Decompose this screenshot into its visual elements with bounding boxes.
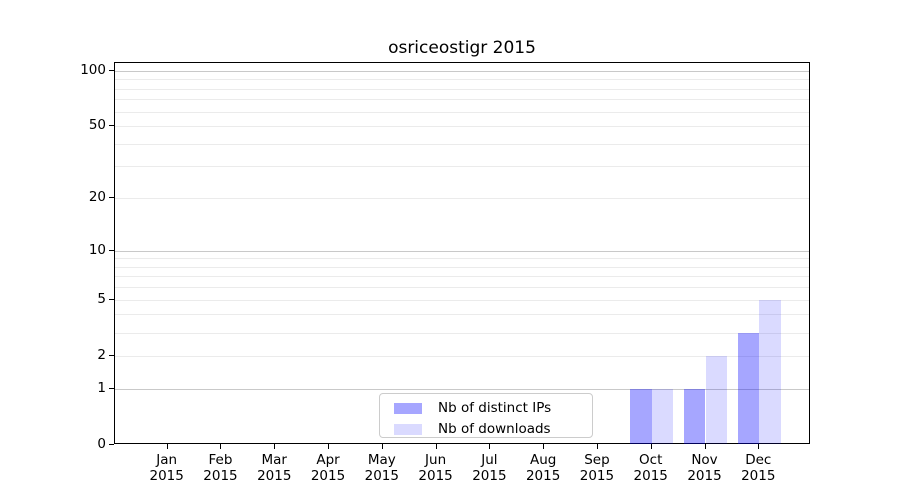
y-gridline-minor [115, 314, 809, 316]
y-gridline-minor [115, 276, 809, 278]
x-tick-label: Dec 2015 [741, 452, 776, 484]
bar-downloads [705, 355, 728, 444]
y-tick-mark [109, 387, 114, 389]
y-gridline-minor [115, 99, 809, 101]
y-tick-label: 1 [97, 379, 106, 396]
y-tick-label: 5 [97, 290, 106, 307]
x-tick-label: Feb 2015 [203, 452, 238, 484]
legend-label-distinct-ips: Nb of distinct IPs [438, 400, 552, 416]
x-tick-label: Jun 2015 [418, 452, 453, 484]
bar-downloads [759, 299, 781, 444]
bar-downloads [651, 388, 674, 444]
y-gridline-minor [115, 266, 809, 268]
y-tick-mark [109, 354, 114, 356]
x-tick-mark [704, 444, 706, 449]
x-tick-mark [381, 444, 383, 449]
y-tick-mark [109, 69, 114, 71]
x-tick-label: Oct 2015 [633, 452, 668, 484]
y-gridline-major [115, 388, 809, 390]
x-tick-label: Jan 2015 [149, 452, 184, 484]
x-tick-mark [166, 444, 168, 449]
bar-distinct-ips [737, 332, 760, 444]
y-gridline-minor [115, 287, 809, 289]
x-tick-label: Aug 2015 [525, 452, 561, 484]
y-tick-mark [109, 444, 114, 445]
y-gridline-minor [115, 143, 809, 145]
x-tick-label: Jul 2015 [472, 452, 507, 484]
legend: Nb of distinct IPs Nb of downloads [379, 393, 593, 438]
y-tick-label: 20 [88, 189, 106, 206]
y-tick-label: 2 [97, 346, 106, 363]
bar-distinct-ips [683, 388, 706, 444]
y-gridline-minor [115, 299, 809, 301]
y-gridline-minor [115, 332, 809, 334]
x-tick-mark [543, 444, 545, 449]
y-gridline-minor [115, 126, 809, 128]
y-gridline-minor [115, 198, 809, 200]
x-tick-mark [489, 444, 491, 449]
legend-label-downloads: Nb of downloads [438, 421, 551, 437]
y-gridline-minor [115, 79, 809, 81]
x-tick-label: Mar 2015 [257, 452, 292, 484]
chart-title: osriceostigr 2015 [388, 38, 536, 58]
y-tick-label: 0 [97, 436, 106, 452]
y-tick-label: 100 [80, 61, 106, 78]
x-tick-mark [220, 444, 222, 449]
y-gridline-minor [115, 88, 809, 90]
y-tick-label: 10 [88, 241, 106, 258]
y-tick-mark [109, 249, 114, 251]
x-tick-mark [596, 444, 598, 449]
x-tick-label: Apr 2015 [310, 452, 346, 484]
x-tick-mark [650, 444, 652, 449]
y-gridline-minor [115, 166, 809, 168]
y-tick-label: 50 [88, 117, 106, 134]
y-tick-mark [109, 197, 114, 199]
legend-entry-downloads: Nb of downloads [394, 421, 592, 437]
x-tick-label: Sep 2015 [579, 452, 615, 484]
x-tick-label: May 2015 [364, 452, 399, 484]
x-tick-mark [328, 444, 330, 449]
y-tick-mark [109, 298, 114, 300]
y-gridline-minor [115, 355, 809, 357]
y-gridline-minor [115, 258, 809, 260]
x-tick-label: Nov 2015 [687, 452, 722, 484]
x-tick-mark [758, 444, 760, 449]
plot-area [114, 62, 810, 444]
y-gridline-major [115, 250, 809, 252]
bar-distinct-ips [630, 388, 652, 444]
x-tick-mark [435, 444, 437, 449]
y-gridline-minor [115, 111, 809, 113]
legend-entry-distinct-ips: Nb of distinct IPs [394, 400, 592, 416]
legend-swatch-downloads [394, 423, 422, 435]
y-tick-mark [109, 125, 114, 127]
y-gridline-major [115, 70, 809, 72]
x-tick-mark [274, 444, 276, 449]
legend-swatch-distinct-ips [394, 402, 422, 414]
